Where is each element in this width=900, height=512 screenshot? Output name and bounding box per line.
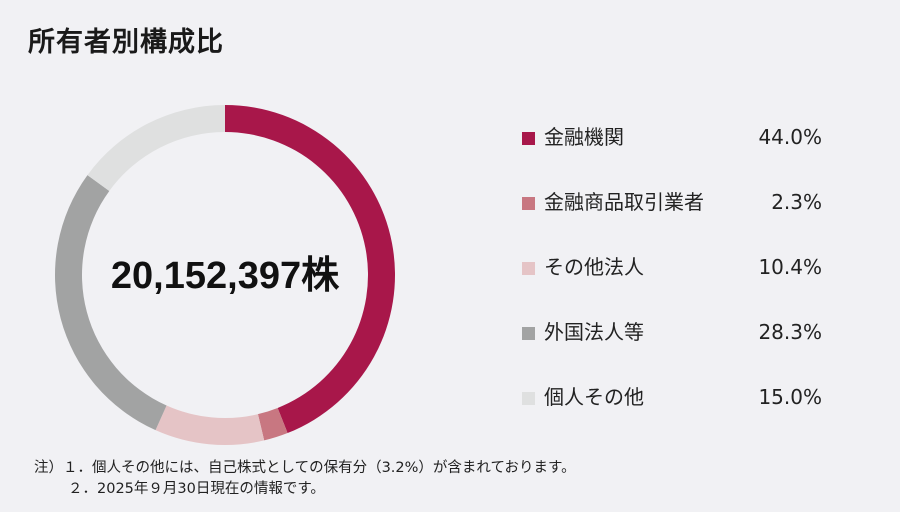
donut-slice-4: [87, 105, 226, 191]
donut-slice-1: [257, 407, 288, 441]
legend-label: 外国法人等: [544, 320, 644, 344]
legend-item-financial-institutions: 金融機関 44.0%: [522, 118, 852, 183]
donut-slices: [54, 105, 396, 445]
legend-value: 44.0%: [758, 125, 822, 149]
legend-label: 金融機関: [544, 125, 624, 149]
legend-label: その他法人: [544, 255, 644, 279]
legend-value: 15.0%: [758, 385, 822, 409]
chart-legend: 金融機関 44.0% 金融商品取引業者 2.3% その他法人 10.4% 外国法…: [522, 118, 852, 443]
legend-label: 個人その他: [544, 385, 644, 409]
legend-value: 10.4%: [758, 255, 822, 279]
footnote-2: ２．2025年９月30日現在の情報です。: [68, 481, 325, 497]
donut-chart: 20,152,397株: [54, 105, 396, 445]
donut-slice-2: [155, 405, 265, 445]
legend-item-individuals-other: 個人その他 15.0%: [522, 378, 852, 443]
legend-swatch: [522, 262, 535, 275]
legend-swatch: [522, 327, 535, 340]
footnotes: 注）１．個人その他には、自己株式としての保有分（3.2%）が含まれております。 …: [34, 458, 576, 500]
legend-item-other-corporations: その他法人 10.4%: [522, 248, 852, 313]
legend-swatch: [522, 392, 535, 405]
legend-item-foreign-corporations: 外国法人等 28.3%: [522, 313, 852, 378]
footnote-1: 注）１．個人その他には、自己株式としての保有分（3.2%）が含まれております。: [34, 460, 576, 476]
legend-value: 28.3%: [758, 320, 822, 344]
legend-swatch: [522, 197, 535, 210]
legend-value: 2.3%: [771, 190, 822, 214]
total-shares-label: 20,152,397株: [111, 255, 340, 297]
donut-slice-0: [225, 105, 396, 434]
donut-slice-3: [54, 175, 167, 431]
legend-item-securities-firms: 金融商品取引業者 2.3%: [522, 183, 852, 248]
legend-swatch: [522, 132, 535, 145]
legend-label: 金融商品取引業者: [544, 190, 704, 214]
page-title: 所有者別構成比: [28, 27, 224, 58]
